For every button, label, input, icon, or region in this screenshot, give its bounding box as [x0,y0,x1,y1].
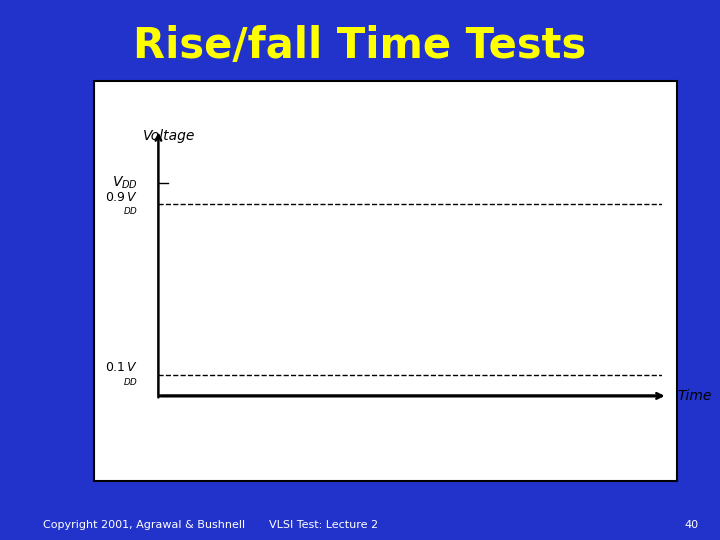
Text: $0.1\,V$
$_{DD}$: $0.1\,V$ $_{DD}$ [105,361,138,388]
Text: Time: Time [678,389,712,403]
Text: Rise/fall Time Tests: Rise/fall Time Tests [133,25,587,67]
Text: $0.9\,V$
$_{DD}$: $0.9\,V$ $_{DD}$ [105,191,138,218]
Text: VLSI Test: Lecture 2: VLSI Test: Lecture 2 [269,520,379,530]
Text: Voltage: Voltage [143,129,196,143]
Text: 40: 40 [684,520,698,530]
Text: Copyright 2001, Agrawal & Bushnell: Copyright 2001, Agrawal & Bushnell [43,520,246,530]
Text: $V_{DD}$: $V_{DD}$ [112,174,138,191]
